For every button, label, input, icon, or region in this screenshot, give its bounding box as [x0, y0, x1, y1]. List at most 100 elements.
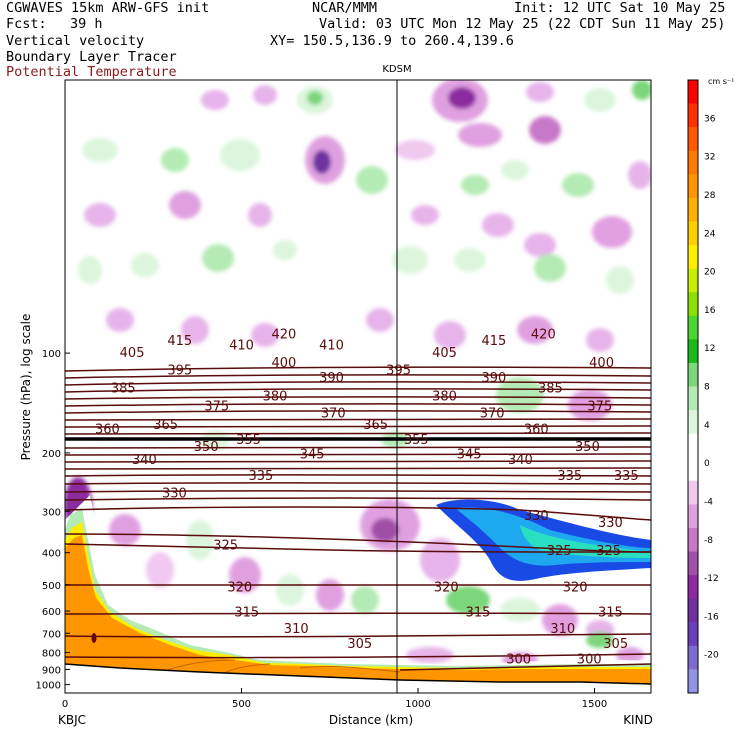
- updraft-cell: [131, 253, 159, 277]
- downdraft-cell: [84, 203, 116, 227]
- theta-contour-label: 400: [589, 356, 614, 371]
- colorbar-swatch: [688, 315, 698, 340]
- theta-contour-label: 395: [167, 364, 192, 379]
- theta-contour-label: 355: [236, 433, 261, 448]
- updraft-cell: [186, 520, 214, 560]
- theta-contour-label: 305: [347, 637, 372, 652]
- theta-contour-label: 375: [587, 400, 612, 415]
- colorbar-swatch: [688, 645, 698, 670]
- theta-contour-label: 325: [547, 544, 572, 559]
- updraft-cell: [273, 240, 297, 260]
- theta-contour-label: 345: [457, 447, 482, 462]
- x-tick-label: 0: [62, 699, 68, 710]
- colorbar-tick-label: 36: [704, 114, 716, 124]
- theta-contours: [65, 366, 651, 671]
- downdraft-cell: [229, 557, 261, 593]
- colorbar: 36 32 28 24 20 16 12 8 4 0 -4 -8 -12 -16 -20: [687, 79, 719, 694]
- field-vertical-velocity: Vertical velocity: [6, 33, 145, 49]
- colorbar-swatch: [688, 174, 698, 199]
- y-tick-label: 500: [42, 581, 61, 592]
- plot-frame: [64, 79, 652, 694]
- downdraft-cell: [316, 579, 344, 611]
- theta-contour-label: 410: [229, 339, 254, 354]
- theta-contour-label: 340: [508, 453, 533, 468]
- downdraft-cell: [482, 213, 514, 237]
- theta-contour-label: 345: [300, 447, 325, 462]
- updraft-cell: [446, 586, 490, 614]
- updraft-cell: [454, 248, 486, 272]
- downdraft-cell: [181, 316, 209, 344]
- theta-contour-label: 315: [466, 605, 491, 620]
- downdraft-cell: [395, 140, 435, 160]
- theta-contour-label: 300: [506, 653, 531, 668]
- colorbar-tick-label: 32: [704, 153, 715, 163]
- y-axis-label: Pressure (hPa), log scale: [19, 314, 33, 461]
- theta-contour-label: 330: [598, 516, 623, 531]
- theta-contour-label: 385: [538, 382, 563, 397]
- theta-contour-label: 335: [249, 469, 274, 484]
- downdraft-cell: [251, 323, 279, 347]
- downdraft-cell: [592, 216, 632, 248]
- colorbar-swatch: [688, 150, 698, 175]
- theta-contour-label: 315: [598, 605, 623, 620]
- colorbar-swatch: [688, 480, 698, 505]
- theta-contour-label: 315: [234, 605, 259, 620]
- downdraft-cell: [586, 328, 614, 352]
- updraft-cell: [586, 632, 614, 648]
- theta-contour-labels: 420 420 415 415 410 410 405 405 400 400 395 395 390 3…: [95, 328, 639, 668]
- updraft-cell: [632, 80, 651, 100]
- field-potential-temperature: Potential Temperature: [6, 64, 177, 80]
- y-tick-label: 600: [42, 607, 61, 618]
- forecast-hour: 39 h: [70, 16, 103, 32]
- theta-contour-label: 395: [386, 364, 411, 379]
- y-tick-label: 800: [42, 648, 61, 659]
- downdraft-cell: [169, 191, 201, 219]
- field-boundary-layer-tracer: Boundary Layer Tracer: [6, 49, 177, 65]
- y-tick-label: 100: [42, 349, 61, 360]
- colorbar-swatch: [688, 80, 698, 105]
- colorbar-swatch: [688, 292, 698, 317]
- colorbar-frame: [687, 79, 699, 694]
- theta-contour-label: 310: [550, 622, 575, 637]
- theta-contour-label: 360: [524, 423, 549, 438]
- colorbar-swatch: [688, 669, 698, 694]
- colorbar-swatch: [688, 103, 698, 128]
- theta-contour-label: 415: [481, 334, 506, 349]
- theta-contour-label: 385: [111, 382, 136, 397]
- downdraft-cell: [253, 85, 277, 105]
- forecast-label: Fcst:: [6, 16, 47, 32]
- model-title: CGWAVES 15km ARW-GFS init: [6, 0, 210, 16]
- theta-contour-label: 350: [575, 440, 600, 455]
- colorbar-tick-label: 20: [704, 268, 716, 278]
- updraft-cell: [392, 246, 428, 274]
- theta-contour-label: 320: [563, 581, 588, 596]
- colorbar-tick-label: 0: [704, 459, 710, 469]
- theta-contour-label: 380: [263, 389, 288, 404]
- theta-contour-label: 400: [271, 356, 296, 371]
- downdraft-cell: [420, 538, 460, 582]
- theta-contour-label: 365: [363, 418, 388, 433]
- updraft-cell: [307, 91, 323, 105]
- theta-contour-label: 370: [321, 406, 346, 421]
- downdraft-cell: [517, 316, 553, 344]
- updraft-cell: [501, 160, 529, 180]
- colorbar-swatch: [688, 433, 698, 458]
- colorbar-swatch: [688, 575, 698, 600]
- org-label: NCAR/MMM: [312, 0, 378, 16]
- x-start-station: KBJC: [58, 713, 86, 727]
- updraft-cell: [82, 138, 118, 162]
- downdraft-cell: [458, 123, 502, 147]
- theta-contour-label: 340: [132, 453, 157, 468]
- theta-contour-label: 350: [194, 440, 219, 455]
- y-tick-label: 1000: [36, 681, 61, 692]
- theta-contour-label: 420: [271, 328, 296, 343]
- station-marker-label: KDSM: [382, 64, 411, 75]
- downdraft-cell: [526, 82, 554, 102]
- colorbar-tick-label: -16: [704, 612, 719, 622]
- colorbar-tick-label: 8: [704, 383, 710, 393]
- y-tick-label: 900: [42, 665, 61, 676]
- theta-contour-label: 300: [577, 653, 602, 668]
- theta-contour-label: 355: [404, 433, 429, 448]
- x-end-station: KIND: [623, 713, 653, 727]
